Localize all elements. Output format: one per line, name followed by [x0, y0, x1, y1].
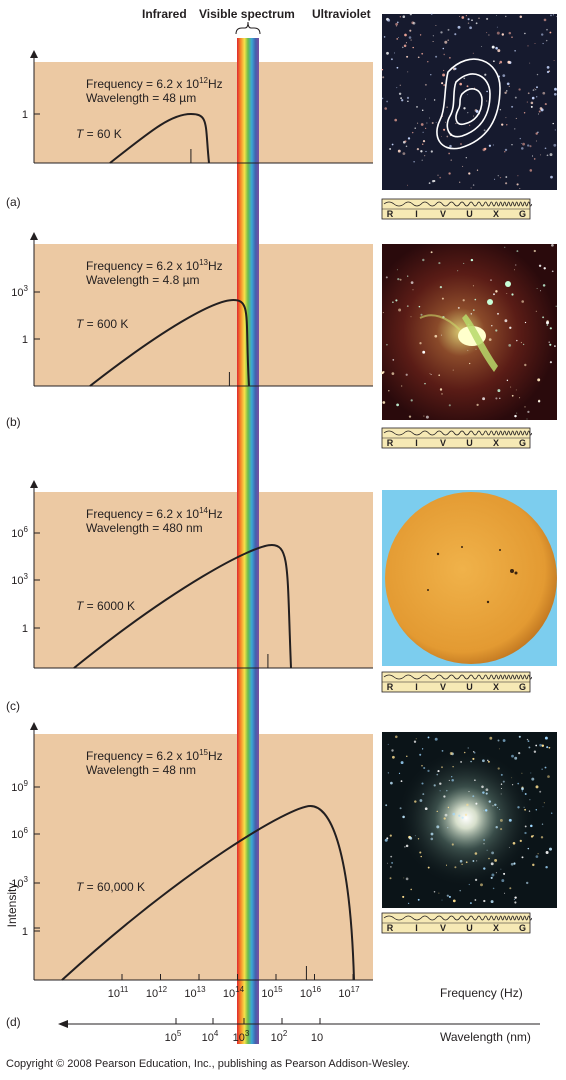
y-axis-arrow — [30, 50, 38, 58]
frequency-tick-label: 1012 — [146, 985, 168, 1000]
y-tick-label: 1 — [22, 926, 28, 938]
y-tick-label: 103 — [11, 875, 28, 890]
filter-letter: V — [440, 923, 446, 933]
filter-letter: V — [440, 209, 446, 219]
visible-spectrum-label: Visible spectrum — [199, 7, 295, 21]
y-tick-label: 1 — [22, 109, 28, 121]
filter-letter: I — [415, 682, 418, 692]
frequency-tick-label: 1017 — [338, 985, 360, 1000]
wavelength-label: Wavelength = 4.8 µm — [86, 273, 200, 287]
filter-letter: G — [519, 438, 526, 448]
filter-letter: X — [493, 923, 499, 933]
frequency-label: Frequency = 6.2 x 1012Hz — [86, 76, 223, 91]
frequency-label: Frequency = 6.2 x 1013Hz — [86, 258, 223, 273]
panel-bg — [34, 492, 373, 668]
filter-letter: R — [387, 923, 394, 933]
filter-letter: U — [466, 923, 473, 933]
panel-2: 106 103 1 Frequency = 6.2 x 1014HzWavelengt… — [6, 480, 373, 713]
visible-brace — [235, 21, 261, 35]
frequency-tick-label: 1013 — [184, 985, 206, 1000]
filter-letter: G — [519, 923, 526, 933]
y-axis-arrow — [30, 232, 38, 240]
globular-cluster-image — [382, 732, 557, 908]
frequency-axis-label: Frequency (Hz) — [440, 986, 523, 1000]
filter-letter: X — [493, 209, 499, 219]
frequency-tick-label: 1011 — [108, 985, 129, 1000]
visible-spectrum-band — [237, 38, 259, 1044]
frequency-tick-label: 1014 — [223, 985, 245, 1000]
blackbody-curve — [73, 543, 292, 669]
frequency-label: Frequency = 6.2 x 1015Hz — [86, 748, 223, 763]
blackbody-curve — [61, 804, 355, 981]
filter-letter: X — [493, 682, 499, 692]
filter-letter: R — [387, 682, 394, 692]
y-tick-label: 103 — [11, 572, 28, 587]
wavelength-tick-label: 104 — [202, 1029, 219, 1044]
filter-letter: R — [387, 209, 394, 219]
temperature-label: T = 60,000 K — [76, 880, 145, 894]
y-axis-arrow — [30, 480, 38, 488]
panel-letter: (a) — [6, 195, 21, 209]
wavelength-label: Wavelength = 480 nm — [86, 521, 203, 535]
infrared-label: Infrared — [142, 7, 187, 21]
frequency-tick-label: 1015 — [261, 985, 283, 1000]
filter-letter: I — [415, 923, 418, 933]
sun-image — [382, 490, 557, 666]
filter-letter: U — [466, 438, 473, 448]
panel-bg — [34, 734, 373, 980]
nebula-image — [381, 243, 557, 420]
filter-letter: X — [493, 438, 499, 448]
wavelength-axis-arrow — [58, 1020, 68, 1028]
panel-letter: (d) — [6, 1015, 21, 1029]
wavelength-axis-label: Wavelength (nm) — [440, 1030, 531, 1044]
filter-letter: G — [519, 682, 526, 692]
temperature-label: T = 6000 K — [76, 599, 135, 613]
filter-letter: I — [415, 438, 418, 448]
wavelength-tick-label: 103 — [233, 1029, 250, 1044]
filter-letter: G — [519, 209, 526, 219]
y-tick-label: 1 — [22, 334, 28, 346]
panel-bg — [34, 244, 373, 386]
wavelength-tick-label: 105 — [165, 1029, 182, 1044]
y-tick-label: 106 — [11, 826, 28, 841]
temperature-label: T = 600 K — [76, 317, 128, 331]
filter-letter: U — [466, 682, 473, 692]
temperature-label: T = 60 K — [76, 127, 122, 141]
panel-3: 109 106 103 1 Frequency = 6.2 x 1015HzWavele… — [6, 722, 373, 1029]
filter-letter: I — [415, 209, 418, 219]
y-axis-arrow — [30, 722, 38, 730]
filter-letter: U — [466, 209, 473, 219]
filter-letter: R — [387, 438, 394, 448]
copyright-notice: Copyright © 2008 Pearson Education, Inc.… — [6, 1058, 410, 1070]
panel-letter: (c) — [6, 699, 20, 713]
y-tick-label: 1 — [22, 623, 28, 635]
wavelength-tick-label: 10 — [311, 1032, 323, 1044]
filter-letter: V — [440, 682, 446, 692]
frequency-tick-label: 1016 — [300, 985, 322, 1000]
wavelength-tick-label: 102 — [271, 1029, 288, 1044]
blackbody-curve — [89, 298, 250, 387]
filter-letter: V — [440, 438, 446, 448]
infrared-image — [381, 13, 558, 190]
y-tick-label: 106 — [11, 525, 28, 540]
y-tick-label: 103 — [11, 284, 28, 299]
wavelength-label: Wavelength = 48 µm — [86, 91, 196, 105]
frequency-label: Frequency = 6.2 x 1014Hz — [86, 506, 223, 521]
blackbody-curve — [109, 112, 210, 164]
ultraviolet-label: Ultraviolet — [312, 7, 371, 21]
intensity-axis-label: Intensity — [5, 883, 19, 928]
panel-letter: (b) — [6, 415, 21, 429]
wavelength-label: Wavelength = 48 nm — [86, 763, 196, 777]
panel-bg — [34, 62, 373, 163]
y-tick-label: 109 — [11, 779, 28, 794]
